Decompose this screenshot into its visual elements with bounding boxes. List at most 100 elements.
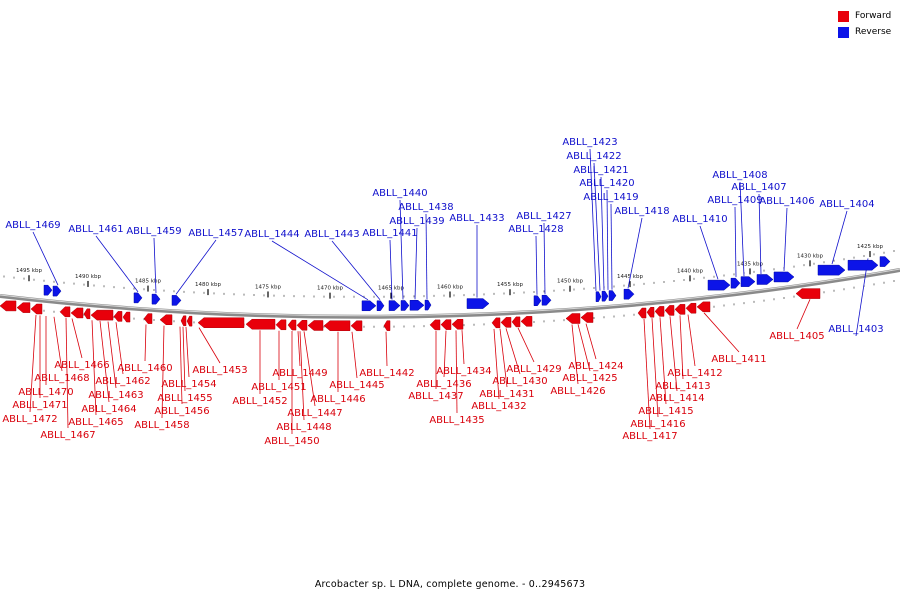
forward-gene-label[interactable]: ABLL_1429: [506, 364, 561, 375]
forward-gene-label[interactable]: ABLL_1415: [638, 406, 693, 417]
reverse-gene-label[interactable]: ABLL_1443: [304, 229, 359, 240]
reverse-gene-label[interactable]: ABLL_1407: [731, 182, 786, 193]
forward-gene-arrow[interactable]: [180, 315, 187, 327]
forward-gene-arrow[interactable]: [16, 302, 31, 313]
forward-gene-label[interactable]: ABLL_1454: [161, 379, 216, 390]
forward-gene-arrow[interactable]: [245, 318, 276, 330]
forward-gene-arrow[interactable]: [197, 317, 245, 328]
reverse-gene-arrow[interactable]: [151, 293, 161, 305]
forward-gene-label[interactable]: ABLL_1411: [711, 354, 766, 365]
reverse-gene-arrow[interactable]: [595, 291, 602, 302]
forward-gene-label[interactable]: ABLL_1436: [416, 379, 471, 390]
forward-gene-arrow[interactable]: [159, 314, 173, 326]
reverse-gene-arrow[interactable]: [601, 290, 609, 302]
forward-gene-arrow[interactable]: [307, 320, 324, 331]
reverse-gene-label[interactable]: ABLL_1439: [389, 216, 444, 227]
forward-gene-label[interactable]: ABLL_1466: [54, 360, 109, 371]
forward-gene-arrow[interactable]: [654, 306, 665, 317]
forward-gene-label[interactable]: ABLL_1451: [251, 382, 306, 393]
reverse-gene-label[interactable]: ABLL_1404: [819, 199, 874, 210]
reverse-gene-label[interactable]: ABLL_1403: [828, 324, 883, 335]
forward-gene-label[interactable]: ABLL_1442: [359, 368, 414, 379]
reverse-gene-label[interactable]: ABLL_1409: [707, 195, 762, 206]
forward-gene-label[interactable]: ABLL_1416: [630, 419, 685, 430]
reverse-gene-label[interactable]: ABLL_1438: [398, 202, 453, 213]
reverse-gene-arrow[interactable]: [756, 274, 774, 285]
forward-gene-arrow[interactable]: [83, 308, 91, 320]
forward-gene-label[interactable]: ABLL_1458: [134, 420, 189, 431]
forward-gene-label[interactable]: ABLL_1462: [95, 376, 150, 387]
reverse-gene-label[interactable]: ABLL_1423: [562, 137, 617, 148]
reverse-gene-label[interactable]: ABLL_1422: [566, 151, 621, 162]
reverse-gene-label[interactable]: ABLL_1421: [573, 165, 628, 176]
forward-gene-arrow[interactable]: [674, 304, 686, 315]
forward-gene-label[interactable]: ABLL_1445: [329, 380, 384, 391]
forward-gene-label[interactable]: ABLL_1424: [568, 361, 623, 372]
forward-gene-label[interactable]: ABLL_1471: [12, 400, 67, 411]
forward-gene-label[interactable]: ABLL_1453: [192, 365, 247, 376]
reverse-gene-arrow[interactable]: [847, 259, 879, 271]
forward-gene-arrow[interactable]: [287, 319, 297, 331]
forward-gene-arrow[interactable]: [122, 311, 131, 323]
forward-gene-label[interactable]: ABLL_1412: [667, 368, 722, 379]
forward-gene-label[interactable]: ABLL_1435: [429, 415, 484, 426]
reverse-gene-label[interactable]: ABLL_1444: [244, 229, 299, 240]
forward-gene-arrow[interactable]: [580, 312, 594, 323]
reverse-gene-label[interactable]: ABLL_1469: [5, 220, 60, 231]
forward-gene-label[interactable]: ABLL_1425: [562, 373, 617, 384]
forward-gene-label[interactable]: ABLL_1460: [117, 363, 172, 374]
forward-gene-arrow[interactable]: [429, 319, 441, 331]
reverse-gene-arrow[interactable]: [879, 256, 891, 267]
forward-gene-label[interactable]: ABLL_1430: [492, 376, 547, 387]
forward-gene-label[interactable]: ABLL_1455: [157, 393, 212, 404]
forward-gene-arrow[interactable]: [520, 316, 533, 327]
forward-gene-label[interactable]: ABLL_1465: [68, 417, 123, 428]
forward-gene-arrow[interactable]: [113, 311, 123, 322]
forward-gene-label[interactable]: ABLL_1449: [272, 368, 327, 379]
reverse-gene-arrow[interactable]: [740, 276, 756, 287]
forward-gene-arrow[interactable]: [795, 288, 821, 299]
reverse-gene-arrow[interactable]: [361, 300, 377, 312]
forward-gene-arrow[interactable]: [664, 305, 675, 316]
forward-gene-label[interactable]: ABLL_1472: [2, 414, 57, 425]
reverse-gene-arrow[interactable]: [376, 300, 385, 311]
forward-gene-arrow[interactable]: [30, 303, 43, 315]
reverse-gene-label[interactable]: ABLL_1408: [712, 170, 767, 181]
forward-gene-label[interactable]: ABLL_1417: [622, 431, 677, 442]
forward-gene-arrow[interactable]: [491, 317, 501, 329]
forward-gene-label[interactable]: ABLL_1432: [471, 401, 526, 412]
forward-gene-arrow[interactable]: [0, 300, 17, 312]
forward-gene-label[interactable]: ABLL_1464: [81, 404, 136, 415]
forward-gene-arrow[interactable]: [383, 320, 391, 331]
forward-gene-label[interactable]: ABLL_1463: [88, 390, 143, 401]
reverse-gene-arrow[interactable]: [52, 285, 62, 297]
forward-gene-arrow[interactable]: [440, 319, 452, 330]
forward-gene-arrow[interactable]: [296, 320, 308, 331]
reverse-gene-arrow[interactable]: [533, 295, 542, 306]
reverse-gene-label[interactable]: ABLL_1457: [188, 228, 243, 239]
reverse-gene-label[interactable]: ABLL_1440: [372, 188, 427, 199]
reverse-gene-arrow[interactable]: [424, 299, 432, 311]
forward-gene-label[interactable]: ABLL_1405: [769, 331, 824, 342]
reverse-gene-arrow[interactable]: [133, 292, 143, 304]
reverse-gene-label[interactable]: ABLL_1461: [68, 224, 123, 235]
forward-gene-arrow[interactable]: [90, 309, 114, 321]
forward-gene-label[interactable]: ABLL_1446: [310, 394, 365, 405]
reverse-gene-label[interactable]: ABLL_1418: [614, 206, 669, 217]
reverse-gene-label[interactable]: ABLL_1410: [672, 214, 727, 225]
forward-gene-arrow[interactable]: [275, 319, 287, 331]
forward-gene-arrow[interactable]: [70, 307, 84, 319]
reverse-gene-label[interactable]: ABLL_1420: [579, 178, 634, 189]
reverse-gene-arrow[interactable]: [773, 271, 795, 283]
forward-gene-arrow[interactable]: [696, 301, 711, 313]
forward-gene-label[interactable]: ABLL_1431: [479, 389, 534, 400]
forward-gene-label[interactable]: ABLL_1448: [276, 422, 331, 433]
reverse-gene-arrow[interactable]: [623, 288, 635, 300]
forward-gene-label[interactable]: ABLL_1468: [34, 373, 89, 384]
forward-gene-label[interactable]: ABLL_1470: [18, 387, 73, 398]
forward-gene-arrow[interactable]: [350, 320, 363, 332]
forward-gene-arrow[interactable]: [500, 317, 512, 328]
forward-gene-label[interactable]: ABLL_1452: [232, 396, 287, 407]
reverse-gene-label[interactable]: ABLL_1419: [583, 192, 638, 203]
reverse-gene-label[interactable]: ABLL_1459: [126, 226, 181, 237]
